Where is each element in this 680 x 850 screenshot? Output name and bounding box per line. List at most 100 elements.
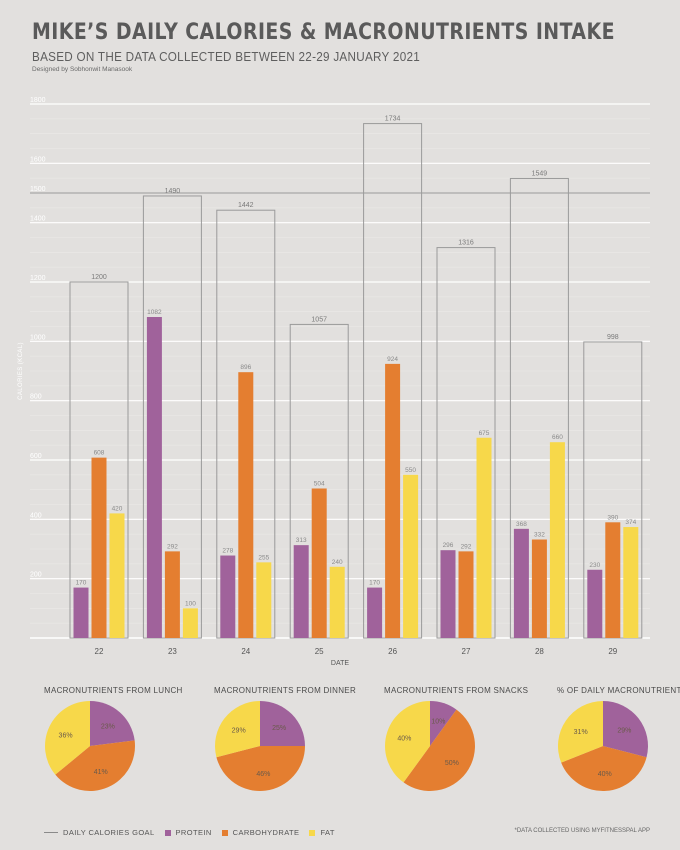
fat-percent-label: 31% [574,729,588,736]
total-calories-label: 1057 [311,316,327,323]
fat-bar [182,608,198,638]
fat-bar [403,474,419,638]
carbohydrate-slice [216,746,305,791]
daily-pie-title: % OF DAILY MACRONUTRIENTS [557,686,680,695]
protein-swatch [164,829,171,836]
y-tick-label: 600 [30,453,42,460]
x-axis-label: DATE [331,660,349,667]
fat-slice [215,701,260,758]
protein-slice [260,701,305,746]
protein-bar [587,569,603,638]
protein-slice [603,701,648,758]
protein-percent-label: 23% [101,724,115,731]
fat-value-label: 660 [552,434,563,441]
carbohydrate-percent-label: 50% [445,760,459,767]
carbohydrate-bar [531,539,547,638]
y-tick-label: 1500 [30,186,46,193]
dinner-pie-chart: 25% 46% 29% [215,701,305,791]
goal-line-swatch [44,832,58,833]
x-tick-label: 26 [388,647,397,656]
carbohydrate-value-label: 292 [461,543,472,550]
total-calories-label: 998 [607,334,619,341]
carbohydrate-bar [311,488,327,638]
protein-value-label: 1082 [147,309,162,316]
data-source-footnote: *DATA COLLECTED USING MYFITNESSPAL APP [514,828,650,834]
protein-bar [146,317,162,638]
fat-slice [44,701,90,775]
fat-value-label: 675 [479,430,490,437]
legend-goal-label: DAILY CALORIES GOAL [63,828,155,837]
protein-bar [440,550,456,638]
y-tick-label: 800 [30,394,42,401]
protein-value-label: 278 [222,548,233,555]
snacks-pie-block: MACRONUTRIENTS FROM SNACKS 10% 50% 40% [384,686,544,814]
legend-protein: PROTEIN [164,828,212,837]
x-tick-label: 25 [315,647,324,656]
daily-pie-chart: 29% 40% 31% [558,701,648,791]
x-tick-label: 24 [241,647,250,656]
total-calories-label: 1734 [385,116,401,123]
protein-value-label: 170 [369,580,380,587]
legend-goal: DAILY CALORIES GOAL [44,828,155,837]
legend: DAILY CALORIES GOAL PROTEIN CARBOHYDRATE… [44,828,335,837]
x-tick-label: 23 [168,647,177,656]
legend-fat: FAT [309,828,334,837]
legend-carbohydrate-label: CARBOHYDRATE [232,828,300,837]
legend-carbohydrate: CARBOHYDRATE [221,828,300,837]
fat-value-label: 374 [625,519,636,526]
fat-bar [623,527,639,638]
carbohydrate-slice [403,709,475,791]
snacks-pie-chart: 10% 50% 40% [385,701,475,791]
protein-slice [430,701,457,746]
carbohydrate-bar [238,372,254,638]
fat-bar [256,562,272,638]
carbohydrate-percent-label: 40% [598,771,612,778]
lunch-pie-block: MACRONUTRIENTS FROM LUNCH 23% 41% 36% [44,686,204,814]
fat-bar [476,437,492,638]
carbohydrate-bar [385,363,401,638]
fat-value-label: 255 [258,554,269,561]
protein-percent-label: 10% [431,718,445,725]
y-axis-label: CALORIES (KCAL) [18,342,24,400]
carbohydrate-value-label: 608 [94,450,105,457]
daily-pie-block: % OF DAILY MACRONUTRIENTS 29% 40% 31% [557,686,680,814]
dinner-pie-title: MACRONUTRIENTS FROM DINNER [214,686,357,695]
protein-percent-label: 29% [617,727,631,734]
protein-bar [73,587,89,638]
x-tick-label: 28 [535,647,544,656]
page-subtitle: BASED ON THE DATA COLLECTED BETWEEN 22-2… [32,49,421,64]
fat-percent-label: 40% [397,736,411,743]
carbohydrate-bar [605,522,621,638]
fat-value-label: 550 [405,467,416,474]
protein-slice [90,701,135,746]
carbohydrate-value-label: 504 [314,480,325,487]
total-calories-label: 1316 [458,240,474,247]
fat-bar [549,442,565,638]
fat-slice [385,701,430,783]
carbohydrate-bar [91,457,107,638]
carbohydrate-value-label: 924 [387,356,398,363]
protein-value-label: 170 [76,580,87,587]
legend-protein-label: PROTEIN [175,828,212,837]
dinner-pie-block: MACRONUTRIENTS FROM DINNER 25% 46% 29% [214,686,374,814]
y-tick-label: 400 [30,512,42,519]
carbohydrate-slice [55,740,135,791]
fat-bar [109,513,125,638]
carbohydrate-swatch [221,829,228,836]
protein-bar [220,555,236,638]
fat-value-label: 420 [112,505,123,512]
y-tick-label: 1400 [30,216,46,223]
total-calories-label: 1549 [532,170,548,177]
fat-percent-label: 36% [59,733,73,740]
lunch-pie-chart: 23% 41% 36% [44,701,135,791]
carbohydrate-value-label: 390 [607,514,618,521]
y-tick-label: 1200 [30,275,46,282]
carbohydrate-percent-label: 41% [94,769,108,776]
total-calories-label: 1490 [165,188,181,195]
x-tick-label: 27 [462,647,471,656]
total-calories-label: 1442 [238,202,254,209]
carbohydrate-value-label: 292 [167,543,178,550]
carbohydrate-percent-label: 46% [256,771,270,778]
protein-value-label: 368 [516,521,527,528]
total-calories-label: 1200 [91,274,107,281]
